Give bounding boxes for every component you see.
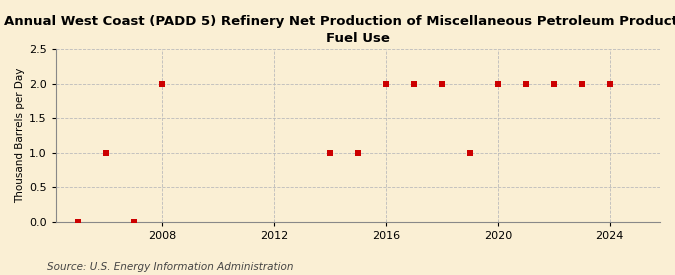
- Point: [381, 81, 392, 86]
- Point: [352, 150, 363, 155]
- Point: [492, 81, 503, 86]
- Point: [437, 81, 448, 86]
- Point: [157, 81, 167, 86]
- Text: Source: U.S. Energy Information Administration: Source: U.S. Energy Information Administ…: [47, 262, 294, 272]
- Point: [464, 150, 475, 155]
- Point: [325, 150, 335, 155]
- Point: [101, 150, 111, 155]
- Point: [520, 81, 531, 86]
- Point: [73, 219, 84, 224]
- Point: [576, 81, 587, 86]
- Point: [408, 81, 419, 86]
- Point: [604, 81, 615, 86]
- Title: Annual West Coast (PADD 5) Refinery Net Production of Miscellaneous Petroleum Pr: Annual West Coast (PADD 5) Refinery Net …: [4, 15, 675, 45]
- Y-axis label: Thousand Barrels per Day: Thousand Barrels per Day: [15, 68, 25, 203]
- Point: [129, 219, 140, 224]
- Point: [548, 81, 559, 86]
